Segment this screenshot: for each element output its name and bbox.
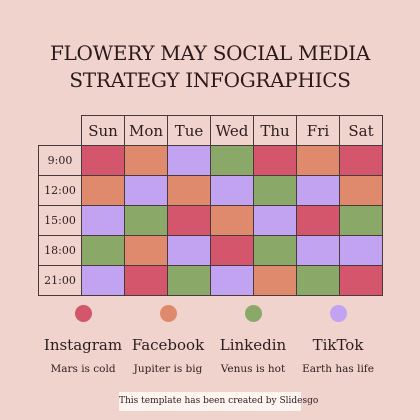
- title-line-1: FLOWERY MAY SOCIAL MEDIA: [49, 41, 371, 65]
- legend-name: Instagram: [43, 336, 123, 354]
- schedule-cell-facebook: [124, 145, 168, 176]
- schedule-cell-tiktok: [81, 265, 125, 296]
- schedule-corner: [38, 115, 82, 146]
- time-label: 21:00: [38, 265, 82, 296]
- schedule-row: 15:00: [38, 205, 383, 236]
- legend-name: Linkedin: [219, 336, 287, 354]
- schedule-cell-tiktok: [210, 265, 254, 296]
- legend: Instagram Mars is cold Facebook Jupiter …: [0, 300, 420, 390]
- schedule-body: 9:00 12:00 15:00 18:00 21:00: [38, 145, 383, 296]
- tiktok-dot-icon: [329, 305, 347, 322]
- day-header: Sun: [81, 115, 125, 146]
- schedule-cell-tiktok: [339, 235, 383, 266]
- facebook-dot-icon: [159, 305, 177, 322]
- schedule-row: 9:00: [38, 145, 383, 176]
- schedule-cell-linkedin: [253, 175, 297, 206]
- legend-item-tiktok: TikTok Earth has life: [288, 300, 388, 375]
- schedule-cell-tiktok: [296, 175, 340, 206]
- legend-item-linkedin: Linkedin Venus is hot: [203, 300, 303, 375]
- schedule-cell-instagram: [81, 145, 125, 176]
- schedule-cell-linkedin: [339, 205, 383, 236]
- schedule-table: Sun Mon Tue Wed Thu Fri Sat 9:00 12:00 15:…: [38, 115, 383, 296]
- schedule-cell-instagram: [124, 265, 168, 296]
- legend-desc: Jupiter is big: [133, 363, 203, 375]
- schedule-cell-tiktok: [296, 235, 340, 266]
- schedule-cell-instagram: [210, 235, 254, 266]
- schedule-row: 21:00: [38, 265, 383, 296]
- legend-item-facebook: Facebook Jupiter is big: [118, 300, 218, 375]
- schedule-cell-linkedin: [210, 145, 254, 176]
- schedule-cell-facebook: [167, 175, 211, 206]
- credit-banner: This template has been created by Slides…: [119, 392, 318, 411]
- schedule-row: 12:00: [38, 175, 383, 206]
- schedule-cell-facebook: [339, 175, 383, 206]
- schedule-cell-instagram: [167, 205, 211, 236]
- instagram-dot-icon: [74, 305, 92, 322]
- schedule-row: 18:00: [38, 235, 383, 266]
- schedule-header-row: Sun Mon Tue Wed Thu Fri Sat: [38, 115, 383, 146]
- time-label: 18:00: [38, 235, 82, 266]
- schedule-cell-facebook: [124, 235, 168, 266]
- linkedin-dot-icon: [244, 305, 262, 322]
- schedule-cell-linkedin: [296, 265, 340, 296]
- day-header: Tue: [167, 115, 211, 146]
- schedule-cell-instagram: [253, 145, 297, 176]
- schedule-cell-instagram: [339, 145, 383, 176]
- legend-name: Facebook: [131, 336, 205, 354]
- schedule-cell-facebook: [253, 265, 297, 296]
- schedule-cell-facebook: [81, 175, 125, 206]
- schedule-cell-facebook: [296, 145, 340, 176]
- day-header: Sat: [339, 115, 383, 146]
- schedule-cell-linkedin: [124, 205, 168, 236]
- legend-desc: Mars is cold: [50, 363, 116, 375]
- day-header: Mon: [124, 115, 168, 146]
- day-header: Fri: [296, 115, 340, 146]
- schedule-cell-tiktok: [81, 205, 125, 236]
- schedule-cell-tiktok: [167, 145, 211, 176]
- schedule-cell-facebook: [210, 205, 254, 236]
- schedule-cell-linkedin: [81, 235, 125, 266]
- schedule-cell-tiktok: [253, 205, 297, 236]
- schedule-cell-tiktok: [167, 235, 211, 266]
- title-line-2: STRATEGY INFOGRAPHICS: [69, 68, 351, 92]
- time-label: 15:00: [38, 205, 82, 236]
- schedule-cell-tiktok: [210, 175, 254, 206]
- schedule-cell-tiktok: [124, 175, 168, 206]
- time-label: 12:00: [38, 175, 82, 206]
- schedule-cell-linkedin: [253, 235, 297, 266]
- legend-desc: Earth has life: [302, 363, 374, 375]
- day-header: Thu: [253, 115, 297, 146]
- legend-item-instagram: Instagram Mars is cold: [33, 300, 133, 375]
- page-title: FLOWERY MAY SOCIAL MEDIA STRATEGY INFOGR…: [0, 40, 420, 94]
- legend-name: TikTok: [312, 336, 364, 354]
- legend-desc: Venus is hot: [220, 363, 286, 375]
- schedule-cell-instagram: [296, 205, 340, 236]
- schedule-cell-instagram: [339, 265, 383, 296]
- time-label: 9:00: [38, 145, 82, 176]
- day-header: Wed: [210, 115, 254, 146]
- schedule-cell-linkedin: [167, 265, 211, 296]
